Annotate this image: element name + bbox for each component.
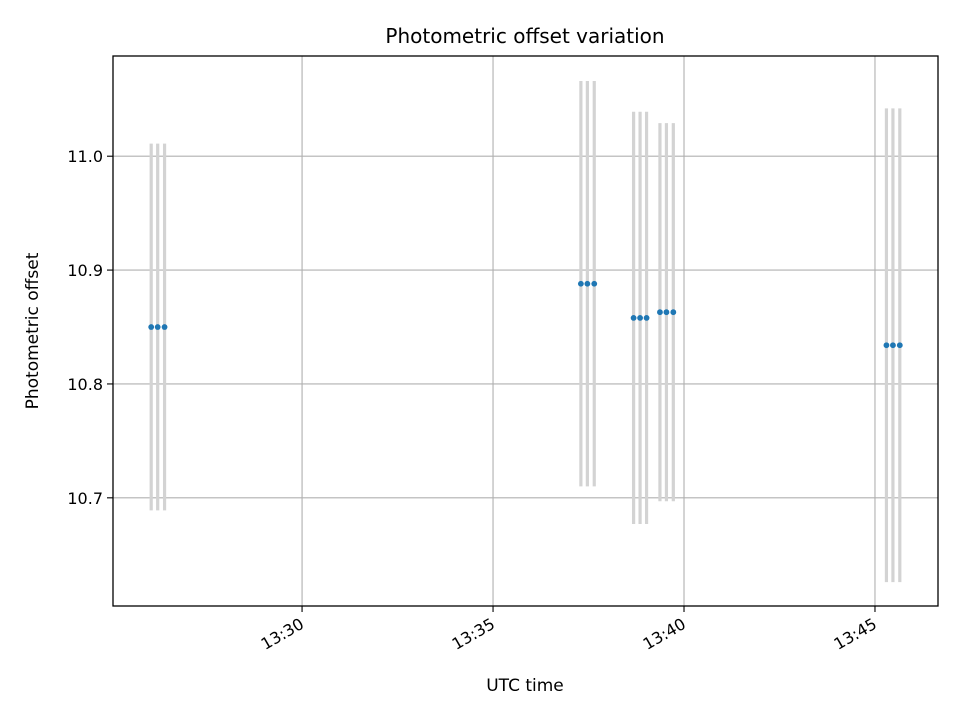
data-point: [890, 342, 896, 349]
data-point: [577, 280, 584, 287]
y-tick-label: 10.9: [67, 261, 103, 280]
x-tick-label: 13:40: [640, 614, 689, 654]
data-point: [637, 315, 643, 321]
data-point: [630, 315, 637, 321]
x-tick-label: 13:35: [449, 614, 498, 654]
x-tick-label: 13:30: [258, 614, 307, 654]
data-point: [148, 324, 155, 330]
y-axis-ticks: 10.7 10.8 10.9 11.0: [67, 147, 113, 508]
data-points: [148, 280, 903, 349]
data-point: [584, 280, 591, 287]
x-axis-label: UTC time: [486, 676, 564, 696]
grid-lines: [113, 56, 938, 606]
data-point: [154, 324, 161, 330]
y-tick-label: 11.0: [67, 147, 103, 166]
data-point: [591, 280, 598, 287]
data-point: [643, 315, 650, 321]
plot-frame: [112, 55, 939, 607]
data-point: [896, 342, 903, 349]
data-point: [663, 309, 670, 316]
data-point: [161, 324, 168, 330]
y-axis-label: Photometric offset: [23, 252, 43, 409]
x-tick-label: 13:45: [831, 614, 880, 654]
data-point: [657, 309, 663, 316]
data-point: [670, 309, 677, 316]
data-point: [883, 342, 890, 349]
y-tick-label: 10.7: [67, 489, 103, 508]
chart-title: Photometric offset variation: [385, 24, 664, 48]
y-tick-label: 10.8: [67, 375, 103, 394]
x-axis-ticks: 13:30 13:35 13:40 13:45: [258, 606, 880, 654]
